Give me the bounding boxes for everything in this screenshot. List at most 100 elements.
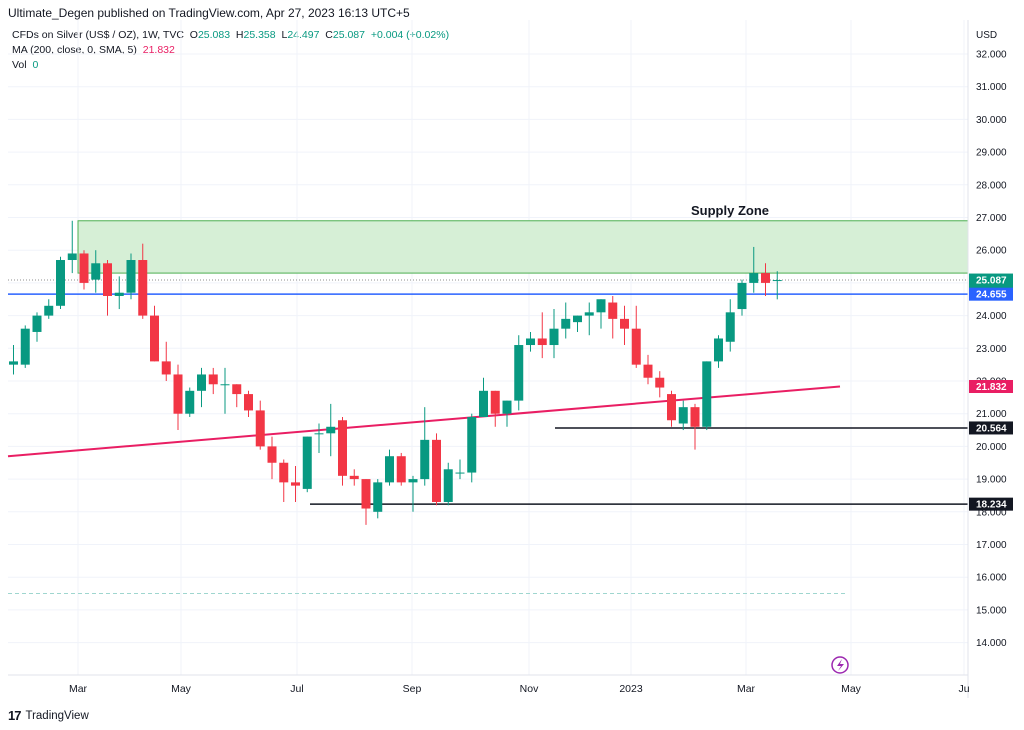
- price-tick: 22.000: [976, 377, 1007, 388]
- last-price-label-text: 25.087: [976, 276, 1007, 287]
- candle: [126, 253, 136, 300]
- candle: [561, 302, 571, 339]
- candle: [20, 325, 30, 368]
- candle: [91, 250, 101, 293]
- candle: [631, 305, 641, 368]
- close-value: 25.087: [332, 29, 365, 41]
- candle: [185, 387, 195, 417]
- candle: [314, 423, 324, 453]
- candle-body: [714, 338, 723, 362]
- candle-body: [220, 384, 230, 386]
- price-axis: 32.000 31.000 30.000 29.000 28.000 27.000 26.0…: [976, 50, 1007, 650]
- level-lines: [8, 279, 968, 595]
- price-tick: 17.000: [976, 540, 1007, 551]
- candle: [549, 309, 559, 359]
- candle-body: [479, 390, 488, 417]
- candle-body: [56, 260, 65, 306]
- candle: [608, 295, 618, 339]
- candle: [467, 413, 477, 483]
- low-value: 24.497: [287, 29, 320, 41]
- candle: [220, 367, 230, 414]
- symbol-legend[interactable]: CFDs on Silver (US$ / OZ), 1W, TVC O25.0…: [12, 29, 449, 41]
- candle-body: [173, 374, 183, 414]
- candle: [255, 400, 265, 450]
- candle: [79, 250, 89, 290]
- low-label: L: [281, 29, 288, 41]
- candle: [655, 371, 665, 398]
- candle: [291, 466, 300, 502]
- candle-body: [502, 400, 512, 414]
- candle-body: [326, 426, 336, 434]
- open-value: 25.083: [197, 29, 231, 41]
- candle-body: [126, 260, 136, 293]
- candle-body: [279, 462, 289, 483]
- candle-body: [185, 390, 195, 414]
- candle-body: [91, 263, 101, 280]
- candle: [620, 305, 629, 346]
- candle-body: [396, 456, 406, 483]
- price-tick: 30.000: [976, 115, 1007, 126]
- price-tick: 19.000: [976, 475, 1007, 486]
- candle-body: [702, 361, 712, 427]
- candle: [537, 312, 547, 359]
- ma-label: MA (200, close, 0, SMA, 5): [12, 44, 137, 56]
- ma-price-label: 21.832: [969, 379, 1013, 393]
- vol-label: Vol: [12, 59, 27, 71]
- candle-body: [620, 318, 629, 329]
- candle: [514, 335, 524, 411]
- candle-body: [103, 263, 112, 296]
- candle: [197, 367, 206, 408]
- candle: [44, 299, 54, 319]
- candle-body: [737, 282, 747, 310]
- price-tick: 15.000: [976, 605, 1007, 616]
- support1-label-text: 20.564: [976, 423, 1007, 434]
- candle: [349, 469, 359, 486]
- candle: [396, 452, 406, 486]
- candle: [596, 299, 606, 329]
- ma-line: [7, 385, 841, 458]
- symbol-name: CFDs on Silver (US$ / OZ), 1W, TVC: [12, 29, 184, 41]
- candle-body: [549, 328, 559, 346]
- candle-body: [490, 390, 500, 414]
- candle-body: [361, 479, 371, 509]
- time-tick: Nov: [520, 683, 539, 695]
- tradingview-logo-icon: 17: [8, 708, 22, 723]
- candle: [232, 384, 242, 408]
- candle-body: [643, 364, 653, 378]
- candle: [138, 243, 148, 319]
- candle-body: [514, 345, 524, 401]
- candle: [408, 475, 418, 512]
- time-tick: Jul: [290, 683, 303, 695]
- volume-legend[interactable]: Vol 0: [12, 59, 38, 71]
- support1-label-bg: [969, 421, 1013, 435]
- candle-body: [678, 407, 688, 424]
- support1-label: 20.564: [969, 421, 1013, 435]
- candle-body: [749, 273, 759, 283]
- candle: [643, 354, 653, 385]
- candle: [56, 256, 65, 310]
- footer[interactable]: 17 TradingView: [8, 708, 89, 723]
- candle-body: [608, 302, 618, 319]
- candle: [302, 436, 312, 493]
- candle-body: [443, 469, 453, 502]
- candle-body: [596, 299, 606, 313]
- candle-body: [761, 273, 770, 283]
- support2-label: 18.234: [969, 497, 1013, 511]
- candles: [9, 220, 782, 525]
- publish-info: Ultimate_Degen published on TradingView.…: [8, 6, 410, 20]
- candle-body: [32, 315, 42, 332]
- brand-name: TradingView: [25, 709, 89, 722]
- candle: [267, 436, 277, 480]
- candle-body: [526, 338, 535, 346]
- candle: [9, 345, 18, 375]
- ma-legend[interactable]: MA (200, close, 0, SMA, 5) 21.832: [12, 44, 175, 56]
- time-tick: Sep: [403, 683, 422, 695]
- candle: [67, 220, 77, 274]
- candle: [526, 331, 535, 352]
- candle-body: [291, 482, 300, 486]
- grid: [8, 20, 968, 675]
- candle: [725, 299, 735, 352]
